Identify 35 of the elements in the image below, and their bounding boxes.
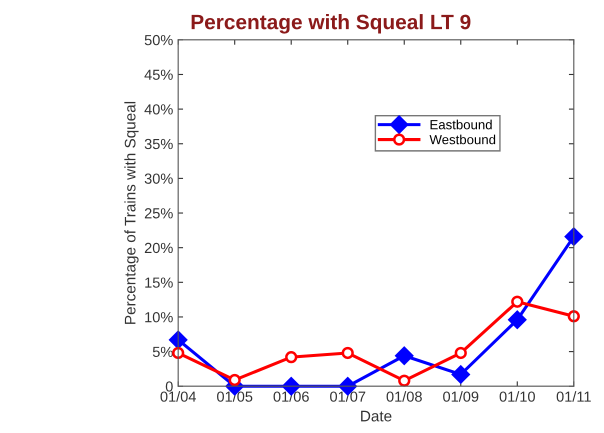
point — [568, 310, 580, 322]
legend-label: Eastbound — [430, 120, 492, 130]
chart-title: Percentage with Squeal LT 9 — [192, 14, 470, 34]
x-tick-label: 01/10 — [500, 391, 535, 402]
point — [228, 374, 241, 386]
y-tick-label: 45% — [144, 70, 173, 80]
y-tick-label: 40% — [144, 104, 173, 115]
point — [511, 296, 524, 308]
y-tick-label: 5% — [152, 346, 173, 358]
y-tick-label: 30% — [144, 173, 173, 184]
x-axis-title: Date — [361, 410, 392, 422]
y-axis-title: Percentage of Trains with Squeal — [124, 102, 139, 324]
x-tick-label: 01/09 — [443, 391, 478, 402]
y-tick-label: 15% — [145, 277, 173, 288]
legend-label: Westbound — [430, 134, 496, 144]
point — [452, 365, 470, 384]
point — [285, 351, 298, 364]
point — [508, 310, 526, 329]
y-tick-label: 10% — [145, 312, 173, 322]
y-tick-label: 35% — [144, 138, 173, 150]
point — [342, 346, 354, 360]
point — [395, 346, 414, 365]
point — [398, 374, 410, 387]
x-tick-label: 01/07 — [330, 391, 366, 402]
x-tick-label: 01/06 — [274, 391, 309, 402]
y-tick-label: 20% — [144, 242, 173, 254]
x-tick-label: 01/04 — [160, 391, 196, 402]
point — [454, 346, 467, 360]
x-tick-label: 01/11 — [556, 391, 591, 402]
x-tick-label: 01/05 — [217, 391, 252, 402]
y-tick-label: 25% — [144, 208, 173, 218]
point — [172, 346, 184, 360]
y-tick-label: 50% — [144, 34, 173, 46]
x-tick-label: 01/08 — [386, 391, 422, 402]
y-tick-label: 0 — [166, 381, 173, 392]
